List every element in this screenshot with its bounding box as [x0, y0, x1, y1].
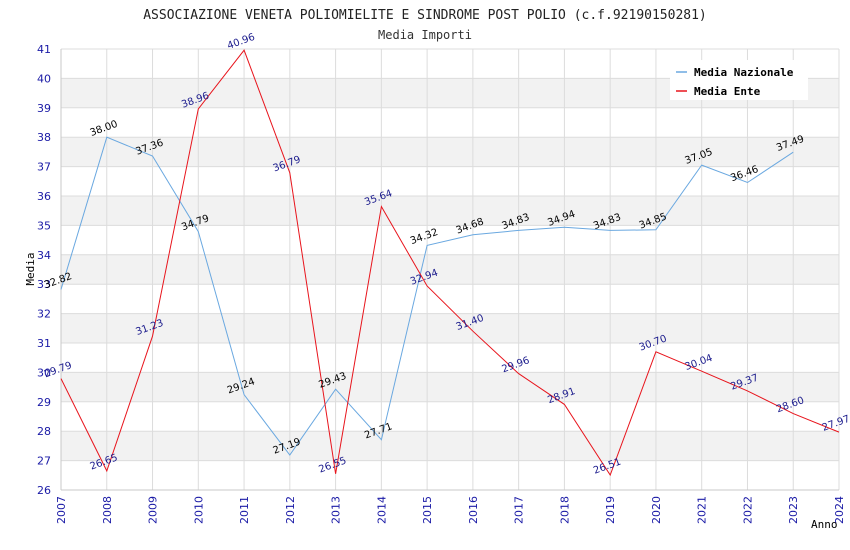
data-label: 38.00: [89, 119, 120, 139]
y-tick-label: 30: [37, 366, 51, 379]
x-tick-label: 2014: [375, 496, 388, 524]
chart-subtitle: Media Importi: [378, 28, 472, 42]
x-tick-label: 2024: [833, 496, 846, 524]
y-tick-label: 26: [37, 484, 51, 497]
x-axis-ticks: 2007 2008 2009 2010 2011 2012 2013 2014 2015 2016…: [55, 496, 846, 524]
y-tick-label: 41: [37, 43, 51, 56]
x-tick-label: 2007: [55, 496, 68, 524]
y-axis-ticks: 26 27 28 29 30 31 32 33 34 35 36 37 38 39 40 41: [37, 43, 51, 497]
plot-band: [61, 254, 839, 285]
y-tick-label: 39: [37, 102, 51, 115]
x-tick-label: 2016: [467, 496, 480, 524]
y-tick-label: 37: [37, 161, 51, 174]
x-tick-label: 2019: [604, 496, 617, 524]
y-tick-label: 32: [37, 308, 51, 321]
data-label: 32.82: [43, 271, 74, 291]
x-tick-label: 2011: [238, 496, 251, 524]
x-tick-label: 2017: [513, 496, 526, 524]
x-tick-label: 2021: [696, 496, 709, 524]
x-tick-label: 2009: [147, 496, 160, 524]
legend-label: Media Nazionale: [694, 66, 794, 79]
y-tick-label: 29: [37, 396, 51, 409]
x-axis-title: Anno: [811, 518, 838, 531]
plot-band: [61, 313, 839, 343]
y-tick-label: 31: [37, 337, 51, 350]
y-tick-label: 40: [37, 72, 51, 85]
series-line-media-nazionale: [60, 136, 794, 456]
plot-band: [61, 196, 839, 226]
x-tick-label: 2010: [192, 496, 205, 524]
plot-band: [61, 372, 839, 402]
x-tick-label: 2015: [421, 496, 434, 524]
x-tick-label: 2008: [101, 496, 114, 524]
x-tick-label: 2018: [558, 496, 571, 524]
series-lines: [60, 49, 840, 477]
y-tick-label: 33: [37, 278, 51, 291]
y-tick-label: 35: [37, 219, 51, 232]
y-tick-label: 36: [37, 190, 51, 203]
plot-band: [61, 137, 839, 167]
data-label: 34.32: [409, 227, 440, 247]
chart-title: ASSOCIAZIONE VENETA POLIOMIELITE E SINDR…: [143, 8, 707, 23]
legend: Media Nazionale Media Ente: [670, 60, 808, 100]
y-axis-title: Media: [24, 252, 37, 285]
gridlines: [60, 48, 840, 491]
x-tick-label: 2012: [284, 496, 297, 524]
legend-label: Media Ente: [694, 85, 761, 98]
y-tick-label: 34: [37, 249, 51, 262]
x-tick-label: 2013: [330, 496, 343, 524]
x-tick-label: 2022: [741, 496, 754, 524]
legend-box: [670, 60, 808, 100]
y-tick-label: 27: [37, 455, 51, 468]
x-tick-label: 2023: [787, 496, 800, 524]
plot-background: [61, 78, 839, 461]
plot-band: [61, 431, 839, 461]
series-line-media-ente: [60, 49, 840, 477]
y-tick-label: 38: [37, 131, 51, 144]
x-tick-label: 2020: [650, 496, 663, 524]
y-tick-label: 28: [37, 425, 51, 438]
